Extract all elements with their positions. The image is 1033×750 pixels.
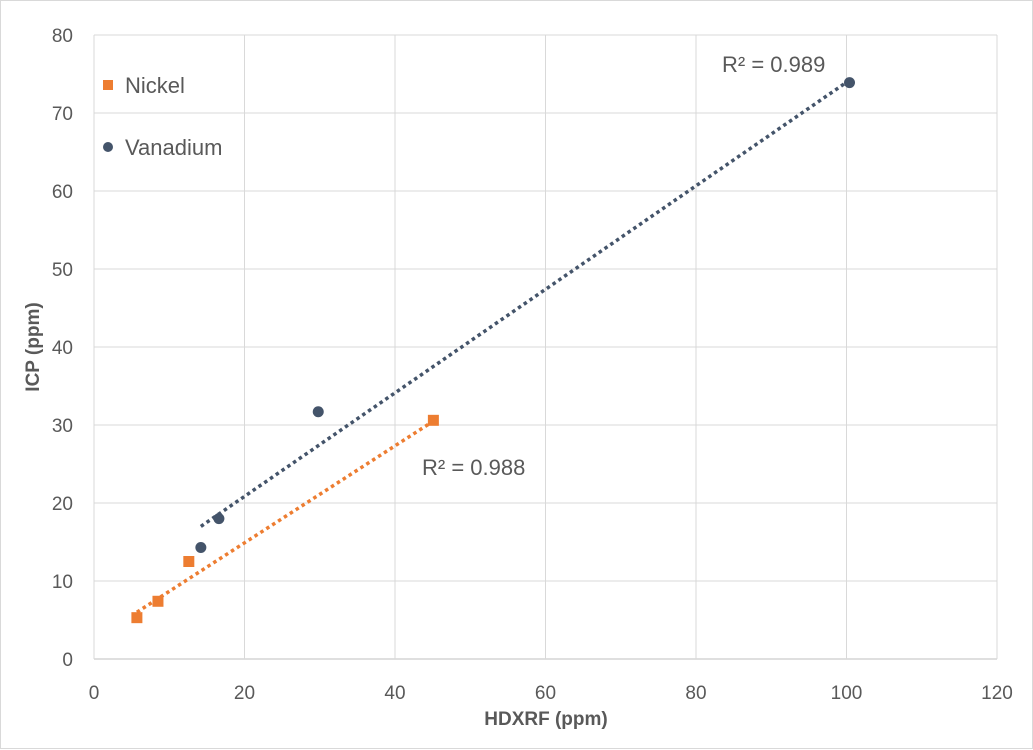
y-tick-label: 60: [52, 182, 73, 203]
vanadium-point: [213, 513, 225, 525]
vanadium-point: [844, 77, 856, 89]
vanadium-trendline: [199, 78, 851, 528]
x-tick-label: 100: [831, 683, 863, 704]
x-tick-label: 120: [981, 683, 1013, 704]
y-tick-label: 0: [62, 650, 73, 671]
y-tick-label: 10: [52, 572, 73, 593]
y-tick-label: 40: [52, 338, 73, 359]
y-tick-label: 80: [52, 26, 73, 47]
trendlines: [135, 78, 851, 614]
nickel-point: [183, 556, 195, 567]
data-points: [131, 77, 856, 624]
legend-label-nickel: Nickel: [125, 73, 185, 98]
vanadium-point: [195, 541, 207, 553]
x-axis-title: HDXRF (ppm): [484, 709, 607, 730]
x-tick-labels: 0 20 40 60 80 100 120: [89, 683, 1013, 704]
nickel-point: [131, 612, 143, 624]
y-tick-label: 20: [52, 494, 73, 515]
legend: Nickel Vanadium: [103, 73, 222, 160]
y-tick-label: 30: [52, 416, 73, 437]
y-tick-labels: 0 10 20 30 40 50 60 70 80: [52, 26, 73, 671]
gridlines: [93, 34, 998, 660]
y-tick-label: 50: [52, 260, 73, 281]
vanadium-point: [312, 406, 324, 418]
nickel-point: [152, 595, 164, 607]
nickel-trendline: [135, 419, 435, 614]
legend-marker-vanadium: [103, 142, 113, 152]
nickel-r2-label: R² = 0.988: [422, 455, 525, 480]
r2-labels: R² = 0.988 R² = 0.989: [422, 52, 825, 480]
x-tick-label: 40: [384, 683, 405, 704]
legend-label-vanadium: Vanadium: [125, 135, 222, 160]
x-tick-label: 60: [535, 683, 556, 704]
vanadium-r2-label: R² = 0.989: [722, 52, 825, 77]
y-axis-title: ICP (ppm): [23, 302, 44, 391]
x-tick-label: 80: [685, 683, 706, 704]
y-tick-label: 70: [52, 104, 73, 125]
legend-marker-nickel: [103, 80, 113, 90]
nickel-point: [427, 414, 439, 426]
x-tick-label: 20: [234, 683, 255, 704]
x-tick-label: 0: [89, 683, 100, 704]
